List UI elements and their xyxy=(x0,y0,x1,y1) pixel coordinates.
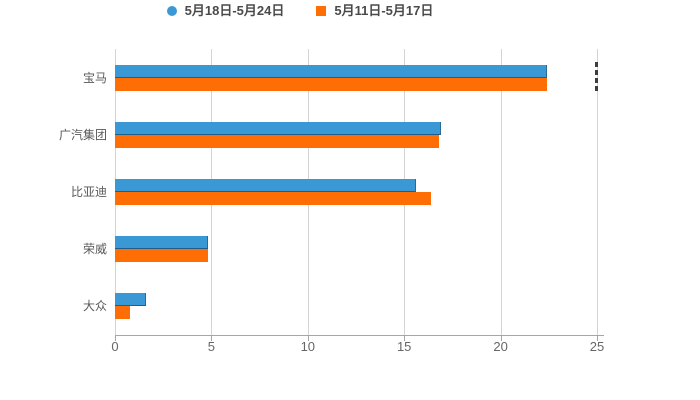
legend-item-may11-17[interactable]: 5月11日-5月17日 xyxy=(316,4,433,17)
bar-荣威-series2[interactable] xyxy=(115,249,208,263)
legend-item-may18-24[interactable]: 5月18日-5月24日 xyxy=(166,3,285,18)
bar-宝马-series1[interactable] xyxy=(115,64,547,78)
y-category-label-3: 比亚迪 xyxy=(70,185,107,199)
legend: 5月18日-5月24日 5月11日-5月17日 xyxy=(0,4,600,17)
bar-比亚迪-series1[interactable] xyxy=(115,179,416,192)
y-category-label-4: 荣威 xyxy=(82,242,107,257)
x-axis-tick-0 xyxy=(115,336,116,341)
plot-area xyxy=(115,49,598,335)
x-axis-tick-5 xyxy=(211,336,213,341)
legend-circle-marker-icon xyxy=(166,5,177,16)
legend-label-may18-24: 5月18日-5月24日 xyxy=(184,3,285,18)
y-category-label-5: 大众 xyxy=(82,299,107,314)
x-tick-label-5: 5 xyxy=(207,339,216,354)
vertical-ellipsis-dashes-icon xyxy=(595,62,598,91)
bar-广汽集团-series1[interactable] xyxy=(115,121,441,135)
x-tick-label-25: 25 xyxy=(589,339,605,354)
y-category-label-1: 宝马 xyxy=(82,70,107,85)
x-tick-label-10: 10 xyxy=(300,339,316,354)
x-axis-tick-10 xyxy=(307,336,309,341)
x-tick-label-15: 15 xyxy=(396,339,412,354)
gridline-25 xyxy=(597,49,598,335)
y-category-label-2: 广汽集团 xyxy=(58,127,107,142)
legend-square-marker-icon xyxy=(316,5,327,16)
x-axis-line xyxy=(115,335,604,336)
bar-大众-series2[interactable] xyxy=(115,306,131,320)
x-axis-tick-20 xyxy=(500,336,502,341)
bar-比亚迪-series2[interactable] xyxy=(115,192,432,205)
bar-宝马-series2[interactable] xyxy=(115,77,547,91)
bar-大众-series1[interactable] xyxy=(115,293,146,307)
legend-label-may11-17: 5月11日-5月17日 xyxy=(334,3,434,18)
x-tick-label-20: 20 xyxy=(493,339,508,354)
x-tick-label-0: 0 xyxy=(111,339,119,354)
x-axis-tick-25 xyxy=(597,336,598,341)
x-axis-tick-15 xyxy=(404,336,406,341)
gridline-20 xyxy=(500,49,502,335)
bar-荣威-series1[interactable] xyxy=(115,236,208,250)
bar-广汽集团-series2[interactable] xyxy=(115,134,439,148)
